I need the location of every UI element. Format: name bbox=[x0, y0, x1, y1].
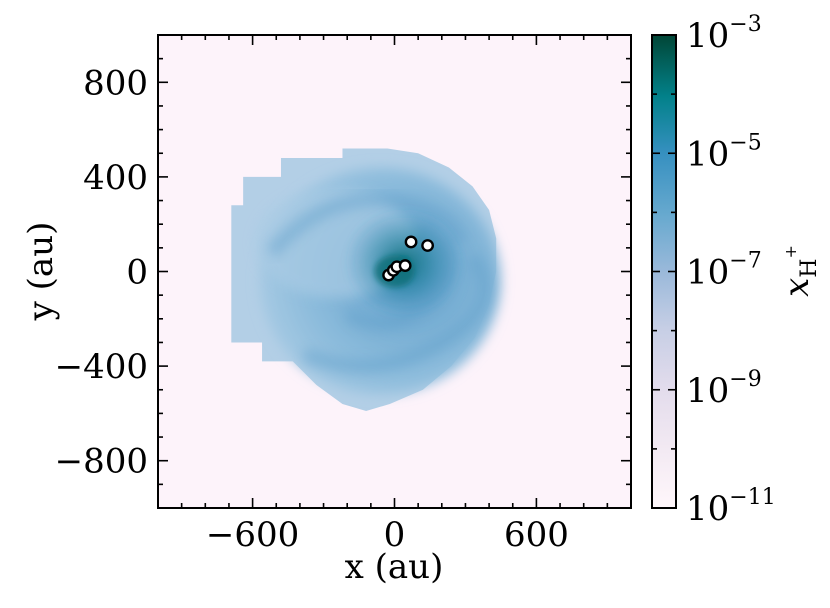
sink-particle-5 bbox=[404, 235, 418, 249]
colorbar-tick-label: 10−5 bbox=[686, 130, 762, 174]
x-tick-label: 0 bbox=[384, 515, 406, 555]
y-tick-label: 800 bbox=[83, 63, 148, 103]
sink-particle-6 bbox=[421, 239, 435, 252]
colorbar-label-main: x bbox=[777, 278, 817, 297]
y-axis-label: y (au) bbox=[21, 222, 61, 322]
x-tick-label: −600 bbox=[206, 515, 299, 555]
colorbar-tick-label: 10−3 bbox=[686, 12, 762, 56]
colorbar-ticks: 10−3 10−5 10−7 10−9 10−11 bbox=[652, 12, 776, 529]
y-tick-label: −800 bbox=[55, 442, 148, 482]
x-axis-label: x (au) bbox=[345, 547, 444, 587]
colorbar-label-sub: H bbox=[797, 259, 822, 278]
colorbar-label-sup: + bbox=[781, 245, 800, 258]
x-tick-label: 600 bbox=[504, 515, 569, 555]
svg-text:xH+: xH+ bbox=[777, 245, 822, 297]
y-axis-ticks: 800 400 0 −400 −800 bbox=[55, 34, 631, 509]
colorbar-tick-label: 10−11 bbox=[686, 485, 776, 529]
colorbar-tick-label: 10−7 bbox=[686, 249, 762, 293]
spiral-arm-1 bbox=[266, 192, 468, 258]
sink-particles bbox=[382, 235, 435, 282]
spiral-arm-2 bbox=[302, 252, 492, 373]
colorbar-label: xH+ bbox=[777, 245, 822, 297]
x-axis-ticks: −600 0 600 bbox=[157, 35, 632, 555]
sink-particle-4 bbox=[398, 259, 412, 272]
y-tick-label: 0 bbox=[126, 253, 148, 293]
y-tick-label: 400 bbox=[83, 158, 148, 198]
colorbar-tick-label: 10−9 bbox=[686, 367, 762, 411]
y-tick-label: −400 bbox=[55, 347, 148, 387]
